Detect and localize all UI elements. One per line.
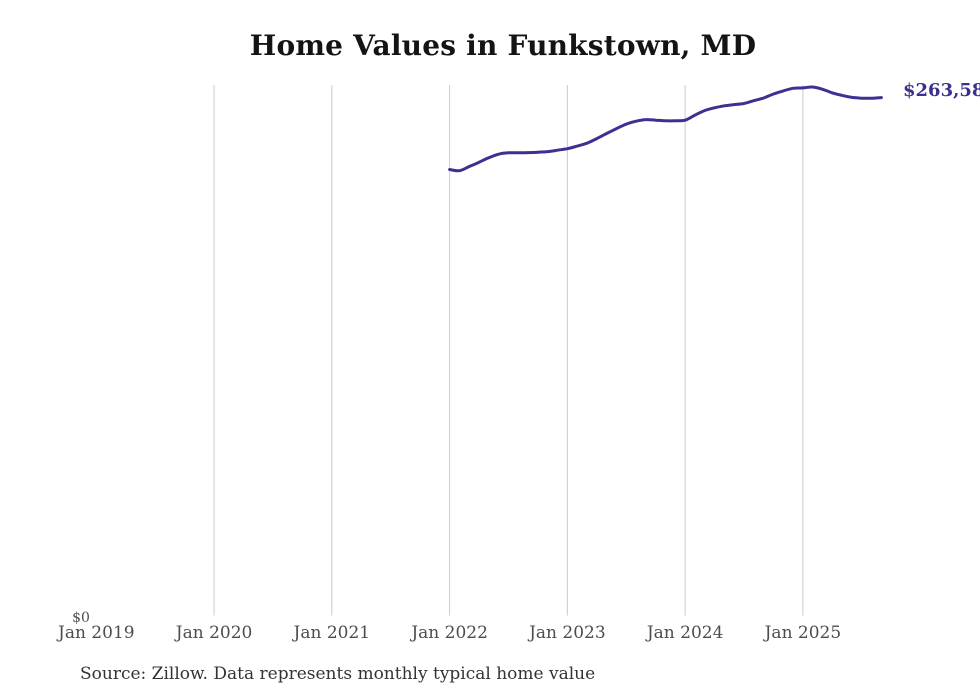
x-tick-label: Jan 2025	[764, 623, 842, 643]
chart-title: Home Values in Funkstown, MD	[249, 29, 757, 62]
x-tick-label: Jan 2020	[175, 623, 253, 643]
home-value-line	[448, 85, 883, 173]
source-note: Source: Zillow. Data represents monthly …	[80, 664, 596, 684]
x-tick-label: Jan 2021	[293, 623, 371, 643]
y-axis-zero-label: $0	[72, 610, 90, 626]
gridlines	[213, 85, 804, 616]
x-tick-label: Jan 2022	[411, 623, 488, 643]
x-tick-label: Jan 2024	[646, 623, 724, 643]
x-tick-label: Jan 2023	[529, 623, 606, 643]
latest-value-label: $263,580	[903, 80, 980, 101]
x-tick-label: Jan 2019	[58, 623, 135, 643]
